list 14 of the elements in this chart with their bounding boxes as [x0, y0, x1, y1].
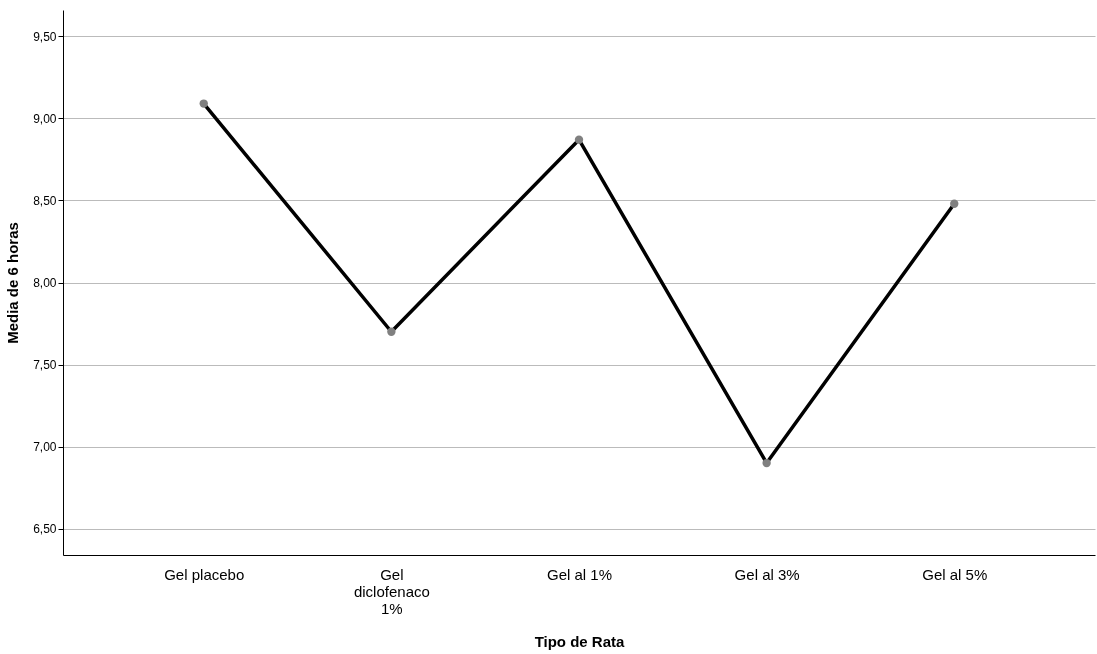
x-axis-title: Tipo de Rata: [534, 632, 626, 650]
y-tick-label: 7,00: [33, 440, 57, 455]
y-tick-label: 6,50: [33, 522, 57, 537]
y-tick-label: 8,50: [33, 193, 57, 208]
x-tick-label: Gel al 3%: [734, 565, 800, 583]
x-tick-label: Gel al 1%: [546, 565, 613, 583]
x-tick-label: Gel diclofenaco 1%: [353, 565, 430, 617]
y-tick-label: 7,50: [33, 358, 57, 373]
x-tick-label: Gel placebo: [164, 565, 245, 583]
x-tick-label: Gel al 5%: [922, 565, 988, 583]
y-axis-title: Media de 6 horas: [4, 222, 22, 344]
y-tick-label: 9,50: [33, 29, 57, 44]
y-tick-label: 8,00: [33, 276, 57, 290]
y-tick-label: 9,00: [33, 111, 57, 126]
